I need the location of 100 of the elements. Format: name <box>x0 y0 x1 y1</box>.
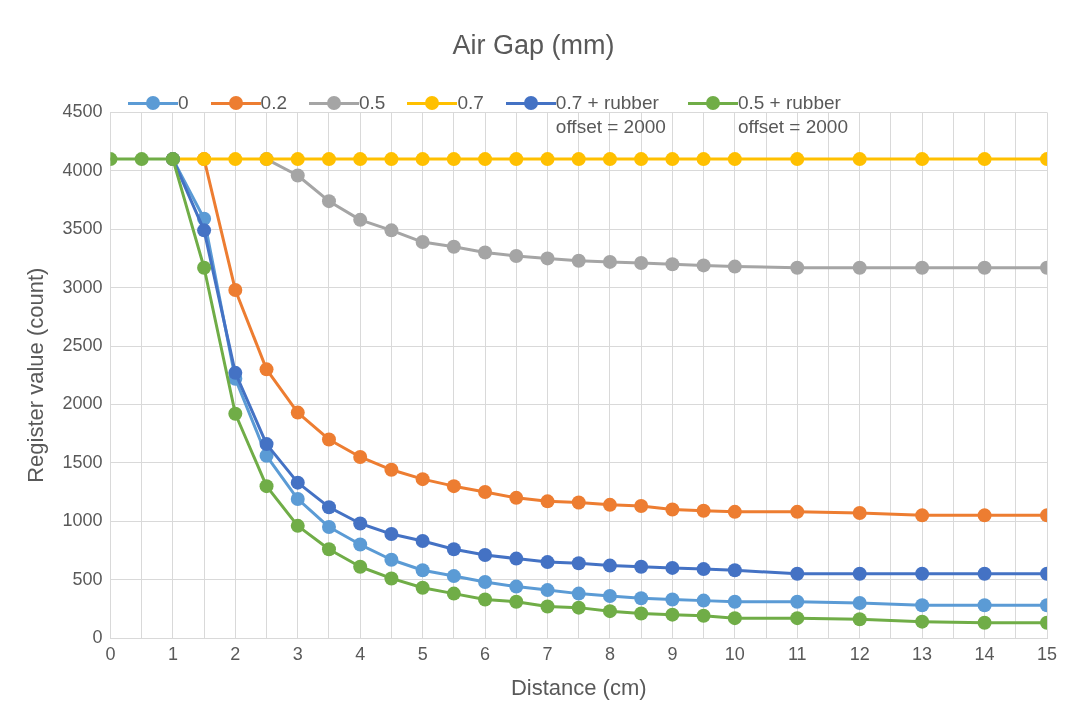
point <box>509 152 524 167</box>
y-tick-label: 0 <box>92 626 103 647</box>
point <box>602 152 617 167</box>
point <box>259 479 274 494</box>
point <box>321 194 336 209</box>
point <box>852 506 867 521</box>
point <box>977 566 992 581</box>
point <box>790 504 805 519</box>
point <box>446 152 461 167</box>
point <box>602 558 617 573</box>
point <box>915 260 930 275</box>
y-tick-label: 3500 <box>62 218 103 239</box>
point <box>634 499 649 514</box>
legend-label: 0.7 <box>457 91 484 115</box>
point <box>540 251 555 266</box>
point <box>540 555 555 570</box>
point <box>353 559 368 574</box>
point <box>446 479 461 494</box>
point <box>415 563 430 578</box>
point <box>478 592 493 607</box>
point <box>290 475 305 490</box>
point <box>790 566 805 581</box>
point <box>915 614 930 629</box>
point <box>602 497 617 512</box>
point <box>915 508 930 523</box>
point <box>696 503 711 518</box>
point <box>509 551 524 566</box>
x-tick-label: 15 <box>1036 643 1058 664</box>
point <box>290 518 305 533</box>
y-tick-label: 1500 <box>62 451 103 472</box>
point <box>790 260 805 275</box>
point <box>415 534 430 549</box>
point <box>571 495 586 510</box>
point <box>790 611 805 626</box>
point <box>634 606 649 621</box>
point <box>446 239 461 254</box>
point <box>321 520 336 535</box>
x-tick-label: 0 <box>105 643 116 664</box>
point <box>634 256 649 271</box>
x-tick-label: 9 <box>667 643 678 664</box>
point <box>290 492 305 507</box>
x-tick-label: 8 <box>604 643 615 664</box>
point <box>571 253 586 268</box>
x-tick-label: 1 <box>167 643 178 664</box>
point <box>571 152 586 167</box>
point <box>727 594 742 609</box>
point <box>977 508 992 523</box>
point <box>977 615 992 630</box>
y-tick-label: 1000 <box>62 510 103 531</box>
x-tick-label: 10 <box>724 643 745 664</box>
x-tick-label: 7 <box>542 643 553 664</box>
point <box>446 569 461 584</box>
point <box>353 516 368 531</box>
point <box>540 599 555 614</box>
legend-label: 0.2 <box>260 91 287 115</box>
point <box>852 612 867 627</box>
point <box>228 365 243 380</box>
point <box>384 152 399 167</box>
point <box>446 542 461 557</box>
point <box>415 152 430 167</box>
x-tick-label: 5 <box>417 643 428 664</box>
point <box>353 152 368 167</box>
point <box>696 608 711 623</box>
x-tick-label: 13 <box>912 643 933 664</box>
point <box>696 152 711 167</box>
point <box>353 537 368 552</box>
point <box>665 152 680 167</box>
point <box>852 260 867 275</box>
point <box>852 566 867 581</box>
point <box>540 583 555 598</box>
point <box>540 152 555 167</box>
legend-label: 0.7 + rubber offset = 2000 <box>555 91 666 139</box>
point <box>446 586 461 601</box>
point <box>321 152 336 167</box>
point <box>571 556 586 571</box>
point <box>977 152 992 167</box>
point <box>478 152 493 167</box>
x-axis-title: Distance (cm) <box>510 674 647 700</box>
y-tick-label: 3000 <box>62 276 103 297</box>
y-tick-label: 4500 <box>62 101 103 122</box>
point <box>228 406 243 421</box>
x-tick-label: 2 <box>230 643 241 664</box>
point <box>259 437 274 452</box>
point <box>790 152 805 167</box>
point <box>977 260 992 275</box>
point <box>915 566 930 581</box>
point <box>915 598 930 613</box>
point <box>321 542 336 557</box>
point <box>977 598 992 613</box>
point <box>353 449 368 464</box>
point <box>197 260 212 275</box>
y-tick-label: 2500 <box>62 334 103 355</box>
x-tick-label: 14 <box>974 643 995 664</box>
y-tick-label: 500 <box>72 568 103 589</box>
point <box>696 562 711 577</box>
point <box>696 593 711 608</box>
y-axis-title: Register value (count) <box>23 267 49 483</box>
point <box>727 259 742 274</box>
point <box>509 579 524 594</box>
point <box>384 552 399 567</box>
